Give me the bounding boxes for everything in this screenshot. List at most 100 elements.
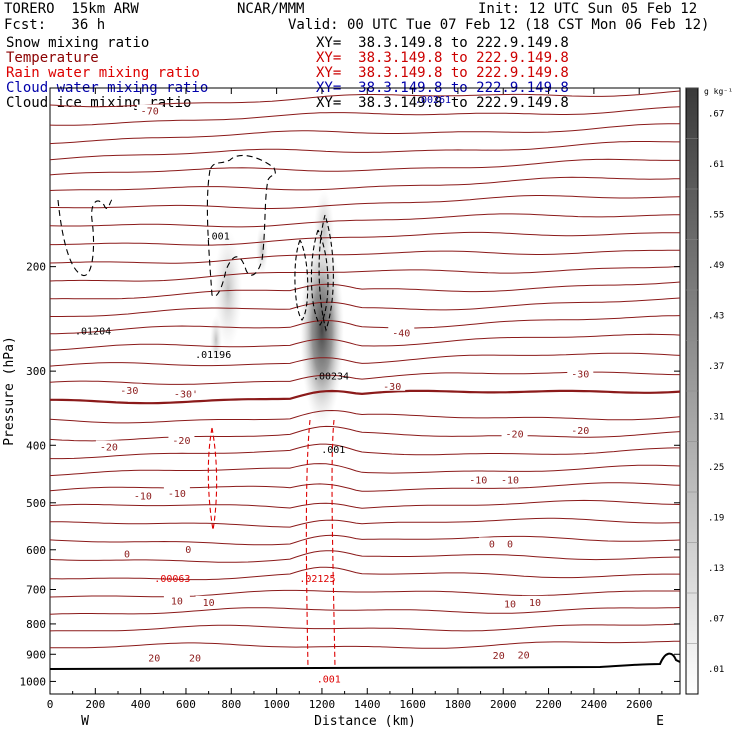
colorbar-level-label: .49 [708,261,724,271]
field-label-rain: Rain water mixing ratio [6,65,200,81]
isotherm-label: 20 [189,653,201,664]
y-tick-label: 600 [26,544,46,557]
isotherm-line [49,499,681,509]
field-xy-temperature: XY= 38.3.149.8 to 222.9.149.8 [316,50,569,66]
isotherm-line [49,550,680,563]
x-tick-label: 1600 [399,698,426,711]
isotherm-label: -30' [174,390,198,401]
isotherm-line [49,607,681,615]
isotherm-line [50,443,680,460]
isotherm-line [49,425,681,442]
isotherm-label: -20 [571,426,589,437]
isotherm-line [50,566,680,581]
y-tick-label: 700 [26,584,46,597]
isotherm-label-bg [136,104,163,116]
y-axis-label: Pressure (hPa) [2,336,17,446]
max-value-label: .001 [206,231,230,242]
isotherm-label-bg [497,597,524,609]
temperature-labels: -70 -40 -30 -30' -30 -30 -20 -20 -20 -20 -10 -10 -10… [95,104,594,664]
isotherm-line [50,640,681,649]
center-label: NCAR/MMM [237,1,305,17]
isotherm-label: -40 [392,328,410,339]
colorbar-level-label: .43 [708,311,724,321]
rain-contour-center [305,419,336,669]
rain-contour-west [207,427,218,531]
x-tick-label: 200 [85,698,105,711]
isotherm-line [50,517,681,528]
isotherm-line [50,389,681,405]
x-tick-label: 800 [221,698,241,711]
isotherm-label-bg [129,489,156,501]
x-tick-label: 0 [47,698,54,711]
snow-contour-2 [310,229,329,326]
init-time: Init: 12 UTC Sun 05 Feb 12 [478,1,698,17]
colorbar-level-label: .61 [708,160,724,170]
maximum-labels: .01204 .01196 .001 .00234 .001 .00261 .00063 .0… [75,95,451,686]
isotherm-label: 10 [171,596,183,607]
isotherm-line [49,106,681,126]
colorbar-level-label: .19 [708,513,724,523]
isotherm-label-bg [521,595,548,607]
colorbar-level-label: .07 [708,614,724,624]
isotherm-label: -20 [100,442,118,453]
isotherm-label-bg [168,434,195,446]
colorbar-level-label: .31 [708,412,724,422]
x-tick-label: 2200 [535,698,562,711]
cloud-ice-contour-center [206,154,276,297]
colorbar-level-label: .37 [708,362,724,372]
isotherm-label-bg [163,594,190,606]
isotherm-line [49,623,681,632]
isotherm-label: 0 [185,545,191,556]
isotherm-label-bg [497,473,524,485]
isotherm-label: -30 [120,386,138,397]
max-value-label: .02125 [299,574,335,585]
colorbar-level-label: .01 [708,665,724,675]
isotherm-line [49,589,680,598]
field-xy-snow: XY= 38.3.149.8 to 222.9.149.8 [316,35,569,51]
isotherm-label-bg [465,473,492,485]
x-tick-label: 1800 [445,698,472,711]
isotherm-label: -30 [571,369,589,380]
max-value-label: .001 [317,675,341,686]
isotherm-label-bg [182,651,209,663]
x-tick-label: 2600 [626,698,653,711]
temperature-contours [49,90,681,649]
isotherm-line [50,231,681,246]
x-tick-label: 400 [131,698,151,711]
max-value-label: .00234 [313,372,349,383]
isotherm-label: -10 [469,475,487,486]
isotherm-label: -10 [501,475,519,486]
isotherm-line [49,249,680,264]
isotherm-label-bg [195,595,222,607]
field-xy-rain: XY= 38.3.149.8 to 222.9.149.8 [316,65,569,81]
isotherm-line [49,213,681,228]
plot-frame [49,87,681,695]
isotherm-label-bg [485,649,512,661]
isotherm-label-bg [163,486,190,498]
colorbar-level-label: .25 [708,463,724,473]
isotherm-label-bg [510,648,537,660]
x-tick-label: 1000 [263,698,290,711]
isotherm-label: -20 [172,436,190,447]
isotherm-label-bg [497,537,524,549]
x-tick-label: 1400 [354,698,381,711]
terrain-line [49,652,681,670]
y-tick-label: 500 [26,497,46,510]
isotherm-label: -30 [383,382,401,393]
isotherm-line [49,90,681,108]
max-value-label: .01196 [195,350,231,361]
y-tick-label: 800 [26,618,46,631]
snow-contour-3 [318,214,334,332]
isotherm-label-bg [388,326,415,338]
x-axis-west-label: W [81,714,89,729]
x-axis-east-label: E [656,714,664,729]
x-tick-label: 600 [176,698,196,711]
isotherm-line [49,176,681,191]
x-tick-label: 2000 [490,698,517,711]
isotherm-line [49,463,681,477]
isotherm-label-bg [172,387,199,399]
colorbar-level-label: .67 [708,109,724,119]
x-tick-label: 1200 [309,698,336,711]
isotherm-line [49,409,681,424]
